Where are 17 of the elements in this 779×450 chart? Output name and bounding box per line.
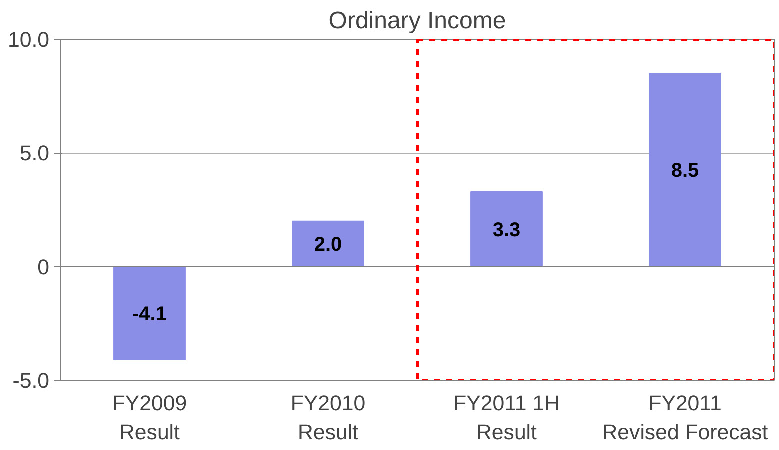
bar — [470, 191, 543, 268]
y-tick-label: 0 — [38, 255, 50, 280]
bar — [114, 266, 186, 361]
chart-title: Ordinary Income — [328, 8, 506, 34]
y-tick-label: 10.0 — [8, 28, 50, 52]
x-tick-label: FY2011 Revised Forecast — [602, 392, 768, 444]
y-tick-label: -5.0 — [12, 369, 50, 393]
bar — [292, 220, 364, 268]
data-label: -4.1 — [132, 303, 167, 326]
x-tick-label: FY2009 Result — [112, 392, 188, 444]
data-label: 8.5 — [671, 160, 700, 182]
x-tick-label: FY2011 1H Result — [454, 392, 560, 444]
bar — [649, 73, 722, 268]
data-label: 3.3 — [492, 219, 521, 242]
data-label: 2.0 — [314, 234, 342, 256]
x-tick-label: FY2010 Result — [290, 392, 366, 444]
y-tick-label: 5.0 — [20, 142, 50, 166]
